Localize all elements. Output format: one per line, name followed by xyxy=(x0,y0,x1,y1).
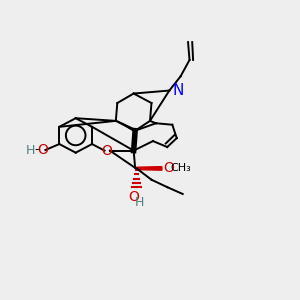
Text: O: O xyxy=(101,144,112,158)
Text: O: O xyxy=(37,143,48,157)
Text: O: O xyxy=(128,190,139,204)
Text: H: H xyxy=(26,143,35,157)
Text: H: H xyxy=(135,196,144,209)
Text: CH₃: CH₃ xyxy=(170,164,191,173)
Polygon shape xyxy=(117,121,135,132)
Polygon shape xyxy=(136,167,162,170)
Text: -: - xyxy=(34,143,39,157)
Text: O: O xyxy=(164,161,174,176)
Text: N: N xyxy=(172,83,184,98)
